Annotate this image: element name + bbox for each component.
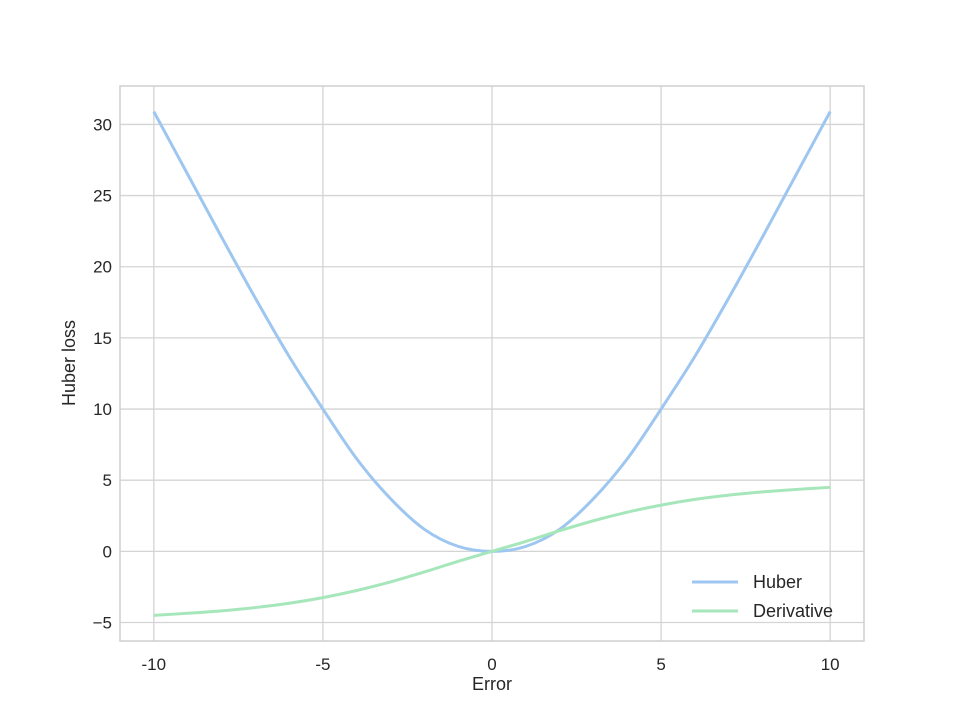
- legend: Huber Derivative: [692, 572, 833, 621]
- y-tick-label: 15: [93, 329, 112, 348]
- plot-area-frame: [119, 85, 865, 642]
- y-tick-label: 10: [93, 400, 112, 419]
- y-axis-label: Huber loss: [59, 320, 79, 406]
- legend-label-huber: Huber: [753, 572, 802, 592]
- x-tick-label: 10: [821, 655, 840, 674]
- derivative-series-line: [153, 485, 831, 617]
- y-tick-label: 5: [103, 471, 112, 490]
- y-tick-label: −5: [93, 614, 112, 633]
- legend-label-derivative: Derivative: [753, 601, 833, 621]
- y-tick-label: 25: [93, 187, 112, 206]
- y-tick-label: 30: [93, 115, 112, 134]
- x-tick-label: 5: [656, 655, 665, 674]
- x-tick-label: -10: [142, 655, 167, 674]
- x-tick-label: 0: [487, 655, 496, 674]
- x-tick-label: -5: [315, 655, 330, 674]
- grid: [120, 86, 864, 641]
- y-tick-label: 0: [103, 542, 112, 561]
- x-axis-label: Error: [472, 674, 512, 694]
- y-tick-label: 20: [93, 258, 112, 277]
- tick-labels: -10 -5 0 5 10 −5 0 5 10 15 20 25 30: [93, 115, 840, 674]
- series-group: [152, 110, 832, 617]
